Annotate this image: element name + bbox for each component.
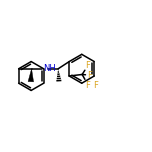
Text: NH: NH [43,64,56,73]
Text: F: F [85,81,90,90]
Text: F: F [93,81,98,90]
Text: F: F [87,71,92,80]
Polygon shape [28,69,34,82]
Text: F: F [85,61,90,70]
